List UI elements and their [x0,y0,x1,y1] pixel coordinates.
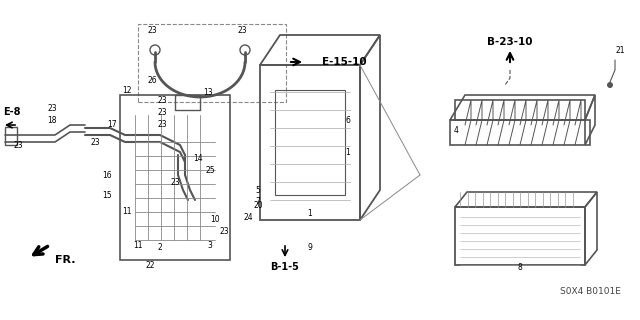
Text: 24: 24 [243,212,253,221]
Bar [275,90,345,195]
Text: 5: 5 [255,186,260,195]
Text: 26: 26 [147,76,157,84]
Text: 8: 8 [518,263,522,273]
Text: 12: 12 [122,85,132,94]
Text: B-1-5: B-1-5 [271,262,300,272]
Text: 11: 11 [122,207,132,217]
Text: 23: 23 [157,95,167,105]
Text: 23: 23 [13,140,23,149]
Text: 23: 23 [157,108,167,116]
Text: 25: 25 [205,165,215,174]
Text: 14: 14 [193,154,203,163]
Text: 11: 11 [133,241,143,250]
Text: 3: 3 [207,241,212,250]
Text: 1: 1 [308,209,312,218]
Bar [455,207,585,265]
Text: 4: 4 [454,125,458,134]
Text: 13: 13 [203,87,213,97]
Text: 16: 16 [102,171,112,180]
Text: E-15-10: E-15-10 [322,57,367,67]
Bar [450,120,590,145]
Circle shape [607,82,613,88]
Text: 23: 23 [47,103,57,113]
Text: 2: 2 [157,244,163,252]
Bar [138,24,286,102]
Text: 6: 6 [346,116,351,124]
Text: 22: 22 [145,260,155,269]
Text: 20: 20 [253,201,263,210]
Text: 10: 10 [210,215,220,225]
Text: 1: 1 [346,148,350,156]
Text: 18: 18 [47,116,57,124]
Text: 23: 23 [157,119,167,129]
Text: 7: 7 [255,197,260,206]
Text: 15: 15 [102,190,112,199]
Bar [260,65,360,220]
Text: 9: 9 [308,243,312,252]
Bar [455,100,585,120]
Text: 23: 23 [219,228,229,236]
Text: 17: 17 [107,119,117,129]
Text: B-23-10: B-23-10 [487,37,532,47]
Text: 23: 23 [237,26,247,35]
Text: 23: 23 [170,178,180,187]
Text: 23: 23 [147,26,157,35]
Text: S0X4 B0101E: S0X4 B0101E [559,287,620,297]
Text: E-8: E-8 [3,107,20,117]
Bar [120,95,230,260]
Text: 21: 21 [615,45,625,54]
Text: 23: 23 [90,138,100,147]
Text: FR.: FR. [55,255,76,265]
Bar [5,127,17,145]
